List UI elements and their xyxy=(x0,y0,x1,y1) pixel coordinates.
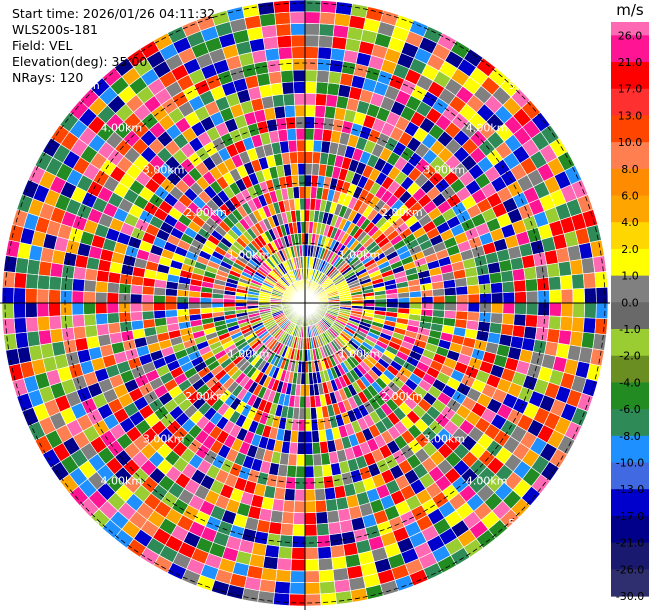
nrays-label: NRays: 120 xyxy=(12,70,84,85)
colorbar-tick-label: -26.0 xyxy=(616,563,644,576)
colorbar-tick-label: 4.0 xyxy=(621,216,639,229)
colorbar-tick-label: 0.0 xyxy=(621,296,639,309)
colorbar-tick-label: -8.0 xyxy=(619,430,640,443)
colorbar-tick-label: 13.0 xyxy=(618,109,643,122)
colorbar-tick-label: -21.0 xyxy=(616,537,644,550)
colorbar-tick-label: 6.0 xyxy=(621,190,639,203)
colorbar-tick-label: 10.0 xyxy=(618,136,643,149)
start-time-label: Start time: 2026/01/26 04:11:32 xyxy=(12,6,216,21)
instrument-label: WLS200s-181 xyxy=(12,22,98,37)
colorbar-tick-label: -1.0 xyxy=(619,323,640,336)
colorbar-tick-label: 17.0 xyxy=(618,83,643,96)
colorbar-tick-label: 8.0 xyxy=(621,163,639,176)
colorbar-tick-label: 21.0 xyxy=(618,56,643,69)
field-label: Field: VEL xyxy=(12,38,73,53)
colorbar-tick-label: -6.0 xyxy=(619,403,640,416)
colorbar-tick-label: -2.0 xyxy=(619,350,640,363)
colorbar-tick-label: -17.0 xyxy=(616,510,644,523)
colorbar-tick-label: 1.0 xyxy=(621,270,639,283)
colorbar-unit: m/s xyxy=(616,1,644,19)
colorbar-tick-label: 26.0 xyxy=(618,29,643,42)
colorbar-tick-label: -10.0 xyxy=(616,457,644,470)
colorbar-tick-label: 2.0 xyxy=(621,243,639,256)
colorbar-tick-label: -30.0 xyxy=(616,590,644,603)
colorbar-tick-label: -4.0 xyxy=(619,376,640,389)
elevation-label: Elevation(deg): 35.00 xyxy=(12,54,148,69)
colorbar-tick-label: -13.0 xyxy=(616,483,644,496)
velocity-sectors xyxy=(1,0,609,607)
